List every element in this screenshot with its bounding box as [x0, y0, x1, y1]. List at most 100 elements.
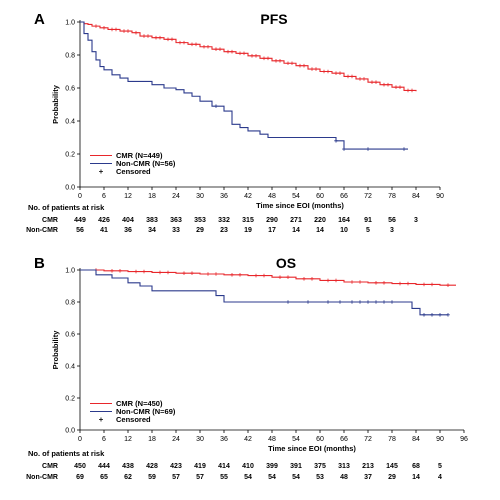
legend-entry-non-cmr: Non-CMR (N=56) — [116, 159, 176, 168]
y-tick-label: 0.2 — [65, 152, 75, 159]
censor-mark-non-cmr — [334, 139, 338, 143]
censor-mark-cmr — [266, 56, 270, 61]
risk-value: 62 — [124, 474, 132, 481]
censor-mark-cmr — [230, 273, 234, 277]
y-tick-label: 1.0 — [65, 268, 75, 275]
panel-letter: B — [34, 255, 45, 272]
censor-mark-cmr — [370, 80, 374, 85]
y-tick-label: 0.2 — [65, 396, 75, 403]
censor-mark-cmr — [430, 282, 434, 287]
censor-mark-cmr — [374, 80, 378, 85]
censor-mark-cmr — [158, 35, 162, 40]
y-tick-label: 0.0 — [65, 185, 75, 192]
series-line-non-cmr — [80, 269, 448, 316]
censor-mark-cmr — [350, 280, 354, 284]
x-axis-label: Time since EOI (months) — [256, 201, 344, 210]
risk-row-label: CMR — [42, 463, 58, 470]
censor-mark-cmr — [114, 27, 118, 32]
risk-value: 220 — [314, 217, 326, 224]
risk-value: 23 — [220, 227, 228, 234]
censor-mark-cmr — [206, 272, 210, 276]
censor-mark-cmr — [446, 283, 450, 287]
censor-mark-cmr — [350, 74, 354, 79]
censor-mark-non-cmr — [286, 300, 290, 304]
risk-value: 41 — [100, 227, 108, 234]
censor-mark-cmr — [278, 275, 282, 279]
censor-mark-non-cmr — [382, 300, 386, 304]
censor-mark-non-cmr — [306, 300, 310, 304]
legend-entry-censored: Censored — [116, 415, 151, 424]
censor-mark-non-cmr — [350, 300, 354, 304]
censor-mark-cmr — [142, 34, 146, 38]
y-tick-label: 0.6 — [65, 332, 75, 339]
censor-mark-cmr — [410, 88, 414, 93]
legend-censored-icon — [99, 417, 103, 422]
risk-row-label: Non-CMR — [26, 474, 58, 481]
x-tick-label: 0 — [78, 436, 82, 443]
x-tick-label: 66 — [340, 193, 348, 200]
censor-mark-cmr — [290, 61, 294, 66]
censor-mark-non-cmr — [430, 313, 434, 317]
censor-mark-cmr — [310, 277, 314, 281]
censor-mark-cmr — [334, 278, 338, 283]
risk-value: 426 — [98, 217, 110, 224]
censor-mark-cmr — [166, 270, 170, 275]
legend-entry-cmr: CMR (N=450) — [116, 399, 163, 408]
censor-mark-cmr — [254, 54, 258, 58]
series-line-cmr — [80, 269, 456, 286]
censor-mark-cmr — [242, 51, 246, 56]
censor-mark-cmr — [190, 42, 194, 47]
censor-mark-cmr — [110, 269, 114, 273]
risk-value: 3 — [414, 217, 418, 224]
censor-mark-cmr — [226, 49, 230, 54]
censor-mark-cmr — [398, 281, 402, 286]
risk-value: 14 — [412, 474, 420, 481]
x-tick-label: 6 — [102, 436, 106, 443]
legend-censored-icon — [99, 169, 103, 174]
censor-mark-cmr — [202, 44, 206, 49]
risk-value: 271 — [290, 217, 302, 224]
risk-value: 29 — [196, 227, 204, 234]
y-tick-label: 0.8 — [65, 53, 75, 60]
x-tick-label: 30 — [196, 193, 204, 200]
censor-mark-non-cmr — [214, 104, 218, 108]
x-tick-label: 48 — [268, 436, 276, 443]
censor-mark-cmr — [182, 271, 186, 275]
censor-mark-non-cmr — [374, 300, 378, 304]
risk-value: 404 — [122, 217, 134, 224]
censor-mark-non-cmr — [366, 147, 370, 151]
censor-mark-cmr — [194, 42, 198, 47]
risk-value: 57 — [172, 474, 180, 481]
censor-mark-cmr — [326, 278, 330, 283]
censor-mark-cmr — [406, 281, 410, 286]
risk-value: 5 — [438, 463, 442, 470]
x-tick-label: 18 — [148, 436, 156, 443]
y-axis-label: Probability — [51, 84, 60, 124]
risk-value: 34 — [148, 227, 156, 234]
y-tick-label: 0.0 — [65, 428, 75, 435]
x-tick-label: 60 — [316, 436, 324, 443]
x-tick-label: 78 — [388, 193, 396, 200]
risk-value: 414 — [218, 463, 230, 470]
censor-mark-cmr — [154, 35, 158, 40]
censor-mark-non-cmr — [326, 300, 330, 304]
x-tick-label: 42 — [244, 436, 252, 443]
risk-value: 59 — [148, 474, 156, 481]
censor-mark-cmr — [286, 275, 290, 279]
x-tick-label: 18 — [148, 193, 156, 200]
risk-value: 428 — [146, 463, 158, 470]
x-tick-label: 90 — [436, 193, 444, 200]
censor-mark-cmr — [214, 272, 218, 276]
censor-mark-cmr — [134, 30, 138, 35]
risk-value: 423 — [170, 463, 182, 470]
x-tick-label: 60 — [316, 193, 324, 200]
censor-mark-cmr — [230, 49, 234, 54]
risk-value: 449 — [74, 217, 86, 224]
censor-mark-cmr — [274, 58, 278, 63]
censor-mark-cmr — [422, 282, 426, 287]
risk-value: 17 — [268, 227, 276, 234]
x-tick-label: 24 — [172, 436, 180, 443]
x-tick-label: 66 — [340, 436, 348, 443]
y-tick-label: 0.8 — [65, 300, 75, 307]
